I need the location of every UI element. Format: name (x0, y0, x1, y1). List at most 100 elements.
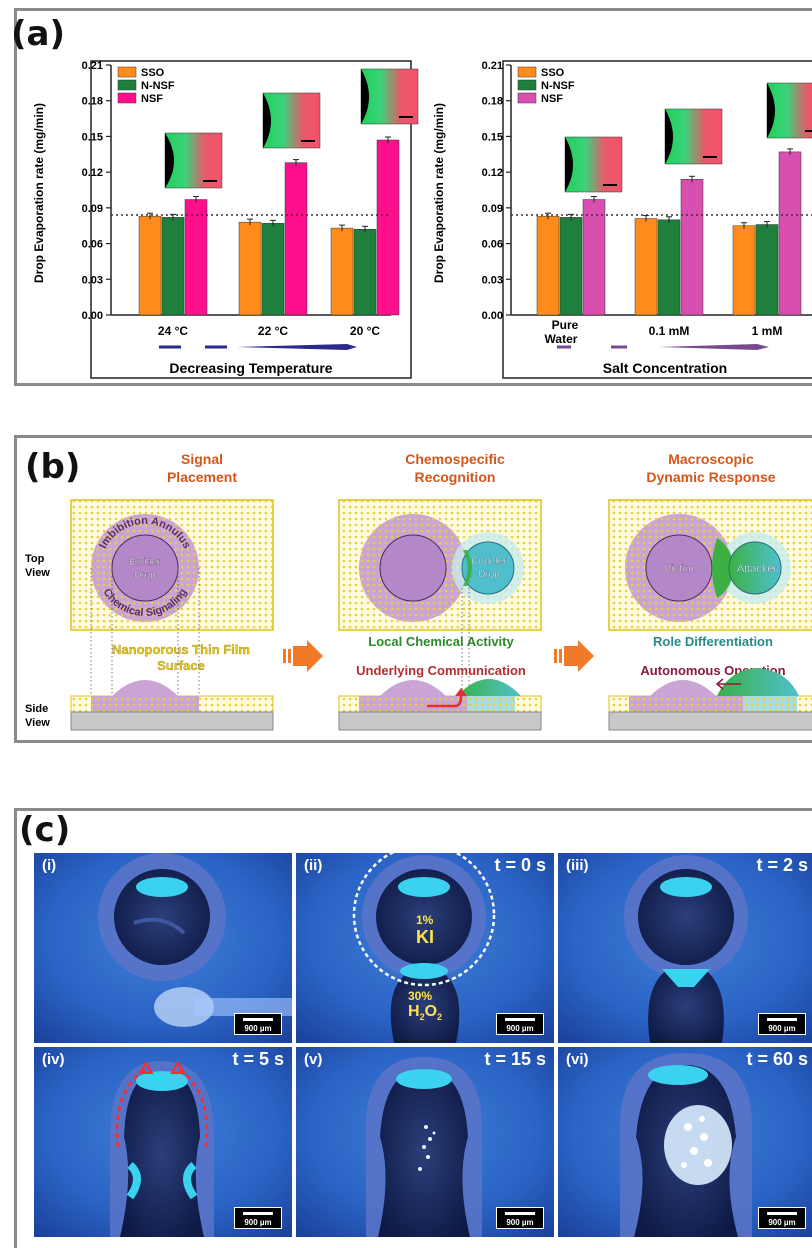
h2o2-percent: 30% (408, 989, 433, 1003)
y-tick-label: 0.09 (82, 203, 103, 215)
victim-label: Victim (664, 563, 694, 575)
attacker-extension (712, 538, 733, 598)
bar-n-nsf (559, 217, 583, 316)
micrograph-tile-vi: (vi) t = 60 s 900 µm (558, 1047, 812, 1237)
bar-sso (634, 218, 658, 316)
inset-micrograph (360, 68, 419, 125)
imbibed-zone-2 (359, 696, 467, 712)
side-view-label-2: View (25, 717, 50, 729)
bar-sso (732, 225, 756, 316)
drop-side-2a (380, 680, 446, 696)
x-tick-label: 0.1 mM (649, 324, 690, 338)
schematic: Signal Placement Chemospecific Recogniti… (25, 451, 812, 731)
temperature-arrow (237, 344, 357, 350)
scale-bar: 900 µm (758, 1207, 806, 1229)
communication-arrow-head (455, 688, 467, 696)
bar-n-nsf (161, 217, 185, 316)
chart-left: 0.00 0.03 0.06 0.09 0.12 0.15 0.18 0.21 Drop Ev… (32, 60, 419, 379)
chart-right-ylabel: Drop Evaporation rate (mg/min) (432, 103, 446, 283)
attacker-label: Attacker (737, 563, 778, 575)
micrograph-tile-i: (i) 900 µm (34, 853, 292, 1043)
bar-nsf (376, 139, 400, 316)
substrate-3 (608, 711, 812, 731)
projection-lines-2 (461, 588, 470, 700)
bar-nsf (184, 199, 208, 316)
bar-n-nsf (657, 219, 681, 316)
local-activity-label: Local Chemical Activity (368, 634, 514, 649)
drop-side-3b (717, 668, 799, 696)
h2o2-label: H2O2 (408, 1003, 443, 1023)
bar-n-nsf (261, 223, 285, 316)
bar-sso (138, 215, 162, 316)
panel-b-label: (b) (25, 447, 81, 487)
communication-arrow (427, 695, 463, 708)
y-tick-label: 0.18 (82, 96, 103, 108)
emitter-drop (111, 534, 179, 602)
bar-sso (330, 227, 354, 316)
scale-bar: 900 µm (234, 1207, 282, 1229)
y-tick-label: 0.21 (82, 60, 103, 72)
legend-sso: SSO (141, 67, 165, 79)
counter-label-2: Drop (478, 569, 500, 580)
x-tick-label: 24 °C (158, 324, 188, 338)
x-tick-label: Water (545, 332, 578, 346)
y-tick-label: 0.06 (82, 239, 103, 251)
chart-right-xlabel: Salt Concentration (603, 360, 727, 376)
title-recognition-2: Recognition (415, 469, 496, 485)
y-tick-label: 0.12 (82, 167, 103, 179)
tile-time: t = 60 s (746, 1049, 808, 1069)
tile-time: t = 15 s (484, 1049, 546, 1069)
legend-nnsf: N-NSF (141, 80, 175, 92)
legend-swatch-sso (117, 66, 137, 78)
tile-label: (iii) (566, 857, 589, 874)
counter-drop (461, 541, 515, 595)
tile-label: (i) (42, 857, 57, 874)
imbibed-zone-1 (91, 696, 199, 712)
legend-nsf: NSF (141, 93, 163, 105)
legend-swatch-nnsf (517, 79, 537, 91)
drop-side-3a (650, 680, 716, 696)
counter-label: Counter (471, 556, 507, 567)
scale-bar: 900 µm (496, 1207, 544, 1229)
micrograph-tile-ii: (ii) t = 0 s 1% KI 30% H2O2 900 µm (296, 853, 554, 1043)
micrograph-tile-iii: (iii) t = 2 s 900 µm (558, 853, 812, 1043)
micrograph-tile-v: (v) t = 15 s 900 µm (296, 1047, 554, 1237)
chart-left-legend: SSO N-NSF NSF (117, 66, 175, 105)
imbibed-zone-counter (467, 696, 515, 712)
panel-a-label: (a) (11, 14, 66, 54)
legend-swatch-nsf (117, 92, 137, 104)
role-label: Role Differentiation (653, 634, 773, 649)
title-response-2: Dynamic Response (646, 469, 775, 485)
y-tick-label: 0.03 (482, 274, 503, 286)
inset-micrograph (664, 108, 723, 165)
legend-swatch-nnsf (117, 79, 137, 91)
motion-arrow-head (715, 678, 724, 690)
scale-bar: 900 µm (234, 1013, 282, 1035)
surface-label-2: Surface (157, 658, 205, 673)
inset-micrograph (164, 132, 223, 189)
salt-arrow (659, 344, 769, 350)
panel-c-label: (c) (19, 810, 71, 850)
title-recognition: Chemospecific (405, 451, 505, 467)
emitter-label-2: Drop (134, 570, 156, 581)
top-view-label-2: View (25, 567, 50, 579)
legend-sso: SSO (541, 67, 565, 79)
bar-nsf (778, 151, 802, 316)
emitter-label: Emitter (129, 557, 161, 568)
inset-micrograph (564, 136, 623, 193)
bar-nsf (680, 179, 704, 316)
y-tick-label: 0.09 (482, 203, 503, 215)
legend-swatch-sso (517, 66, 537, 78)
title-signal-placement-2: Placement (167, 469, 237, 485)
chart-right-legend: SSO N-NSF NSF (517, 66, 575, 105)
y-tick-label: 0.12 (482, 167, 503, 179)
chart-right-frame (502, 60, 812, 379)
legend-nsf: NSF (541, 93, 563, 105)
chart-left-frame (90, 60, 412, 379)
stage-arrow-1 (283, 640, 323, 672)
panel-b: (b) Signal Placement Chemospecific Recog… (14, 435, 812, 743)
scale-bar: 900 µm (758, 1013, 806, 1035)
side-view-label: Side (25, 703, 48, 715)
stage-arrow-2 (554, 640, 594, 672)
bar-sso (536, 215, 560, 316)
